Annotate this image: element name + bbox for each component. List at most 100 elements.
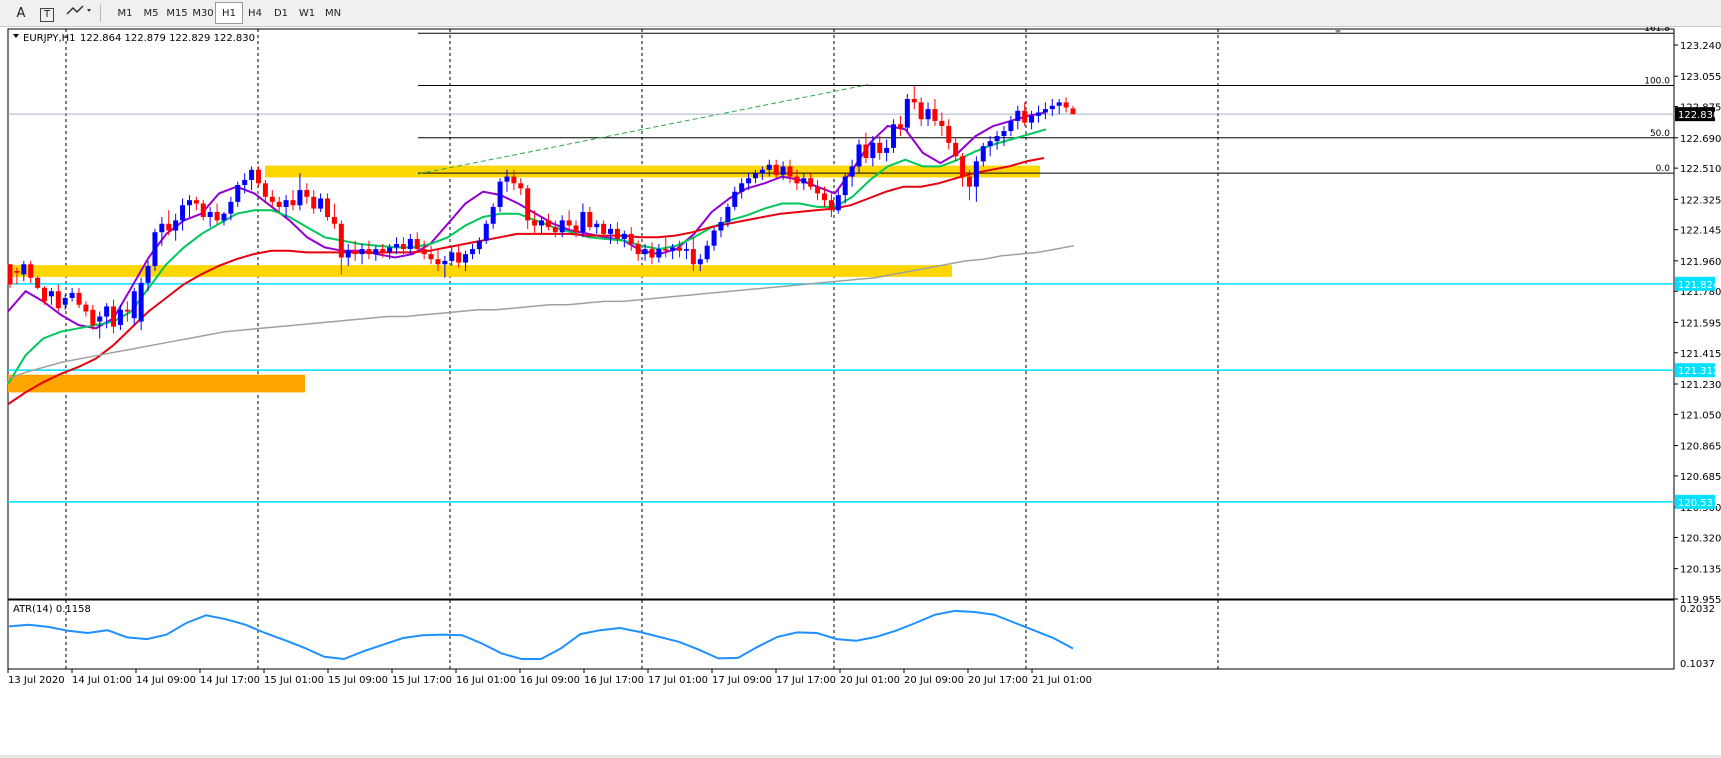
time-axis-label: 14 Jul 01:00 [72,675,132,686]
timeframe-m30-button[interactable]: M30 [192,8,214,19]
candle-body [683,249,689,251]
candle-body [338,223,344,258]
candle-body [435,259,441,265]
price-axis-label: 121.595 [1680,318,1721,329]
candle-body [787,166,793,177]
timeframe-m5-button[interactable]: M5 [143,8,159,19]
candle-body [1063,102,1069,108]
current-price-label: 122.830 [1678,110,1719,121]
candle-body [953,142,959,157]
candle-body [283,200,289,207]
candle-body [573,225,579,233]
horizontal-scrollbar[interactable] [0,755,1721,758]
candle-body [994,136,1000,142]
candle-body [1049,105,1055,110]
candle-body [904,98,910,128]
candle-body [918,102,924,120]
candle-body [601,223,607,234]
candle-body [124,309,130,312]
candle-body [414,238,420,250]
candle-body [656,249,662,258]
time-axis-label: 15 Jul 01:00 [264,675,324,686]
candle-body [207,211,213,218]
price-axis-label: 121.230 [1680,380,1721,391]
candle-body [200,203,206,218]
candle-body [55,291,61,309]
candle-body [649,249,655,258]
candle-body [111,306,117,327]
timeframe-m1-button[interactable]: M1 [117,8,133,19]
support-resistance-zone [265,165,1040,178]
candle-body [69,292,75,298]
toolbar-separator [100,4,101,22]
timeframe-h1-button[interactable]: H1 [215,2,243,24]
price-axis-label: 122.325 [1680,195,1721,206]
support-resistance-zone [8,265,952,277]
candle-body [932,109,938,121]
candle-body [476,240,482,250]
candle-body [732,191,738,207]
main-plot-frame [7,28,1675,600]
shapes-icon [66,5,91,15]
candle-body [621,233,627,239]
time-axis-label: 16 Jul 01:00 [456,675,516,686]
candle-body [1035,112,1041,116]
candle-body [262,183,268,197]
text-label-tool-button[interactable]: T [36,2,58,24]
candle-body [973,161,979,187]
candle-body [746,178,752,184]
candle-body [815,186,821,194]
candle-body [490,206,496,224]
candle-body [7,264,13,285]
price-axis-label: 121.780 [1680,287,1721,298]
candle-body [1008,120,1014,132]
candle-body [608,228,614,234]
timeframe-m15-button[interactable]: M15 [166,8,188,19]
time-axis-label: 16 Jul 09:00 [520,675,580,686]
candle-body [525,188,531,221]
candle-body [635,244,641,255]
candle-body [42,287,48,302]
candle-body [725,206,731,223]
timeframe-mn-button[interactable]: MN [324,8,342,19]
candle-body [21,264,27,275]
candle-body [739,183,745,192]
candle-body [511,176,517,184]
chart-area[interactable]: 161.8100.050.00.0123.240123.055122.87512… [0,27,1721,755]
candle-body [242,179,248,185]
timeframe-h4-button[interactable]: H4 [248,8,262,19]
candle-body [394,244,400,248]
shapes-tool-button[interactable] [62,2,94,24]
timeframe-w1-button[interactable]: W1 [298,8,316,19]
atr-axis-label: 0.1037 [1680,659,1715,670]
candle-body [580,211,586,233]
candle-body [304,190,310,197]
candle-body [214,211,220,221]
candle-body [331,217,337,224]
candle-body [325,198,331,218]
price-axis-label: 120.135 [1680,565,1721,576]
candle-body [614,228,620,239]
timeframe-d1-button[interactable]: D1 [273,8,289,19]
candle-body [373,249,379,255]
candle-body [442,260,448,265]
candle-body [400,244,406,250]
candle-body [966,176,972,187]
candle-body [159,223,165,233]
moving-average-line [7,244,1075,380]
candle-body [794,176,800,184]
trendline [417,84,869,175]
candle-body [960,156,966,177]
candle-body [345,250,351,258]
candle-body [891,124,897,148]
candle-body [545,220,551,228]
price-axis-label: 120.320 [1680,533,1721,544]
moving-average-line [7,157,1045,406]
candle-body [690,249,696,265]
level-price-badge [1675,494,1715,509]
candle-body [76,292,82,305]
candle-body [62,297,68,305]
text-tool-button[interactable]: A [16,6,26,21]
candle-body [718,222,724,231]
candle-body [849,166,855,177]
